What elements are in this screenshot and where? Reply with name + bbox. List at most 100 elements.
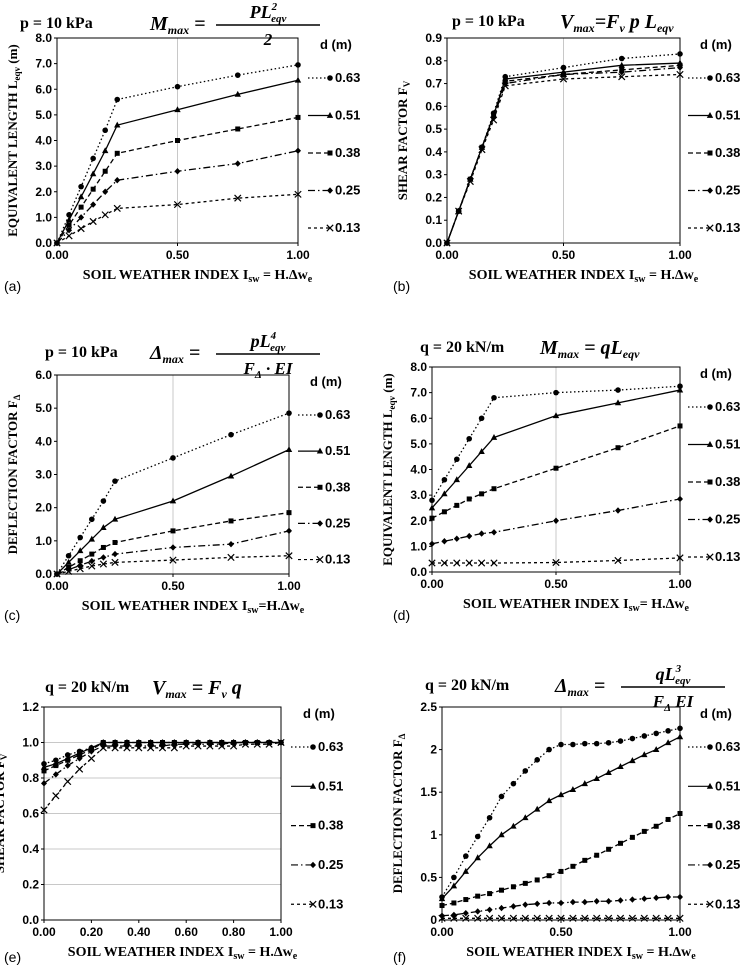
data-point <box>66 226 73 234</box>
legend-label: 0.38 <box>335 145 360 160</box>
formula-numerator: qL3 eqv <box>656 663 691 687</box>
data-point <box>112 478 118 484</box>
data-point <box>463 897 469 903</box>
data-point <box>462 909 469 917</box>
data-point <box>114 121 121 128</box>
legend-marker <box>707 744 713 750</box>
data-point <box>77 225 85 233</box>
x-axis-label-sub: sw <box>632 951 644 962</box>
legend-label: 0.63 <box>335 70 360 85</box>
data-point <box>676 914 684 922</box>
legend-marker <box>316 447 324 454</box>
data-point <box>629 735 636 742</box>
legend-marker <box>309 900 317 908</box>
formula-num-sub: eqv <box>271 13 286 25</box>
data-point <box>615 507 621 514</box>
formula-symbol: V <box>152 677 167 699</box>
legend-label: 0.51 <box>715 437 740 452</box>
data-point <box>87 754 96 763</box>
data-point <box>41 761 47 767</box>
data-point <box>294 190 302 198</box>
formula-equals: = <box>184 342 200 364</box>
series-line-0.63 <box>56 64 299 244</box>
y-tick-label: 0.3 <box>425 168 442 182</box>
y-tick-label: 1.5 <box>420 785 437 799</box>
legend-marker <box>706 553 714 561</box>
data-point <box>64 762 71 769</box>
data-point <box>569 898 576 906</box>
y-tick-label: 6.0 <box>410 411 427 425</box>
y-tick-label: 0.0 <box>410 565 427 579</box>
data-point <box>160 740 165 745</box>
data-point <box>52 771 59 778</box>
y-tick-label: 5.0 <box>35 401 52 415</box>
data-point <box>664 739 672 746</box>
panel-title: q = 20 kN/m <box>425 677 510 694</box>
y-tick-label: 0.4 <box>425 145 442 159</box>
data-point <box>474 833 481 840</box>
data-point <box>174 83 181 90</box>
data-point <box>77 547 84 554</box>
formula-den-sub: Δ <box>254 369 262 381</box>
formula: Mmax = qLeqv <box>539 337 640 361</box>
data-point <box>90 201 97 208</box>
data-point <box>474 908 481 915</box>
data-point <box>618 73 626 81</box>
x-axis-label-tail-sub: e <box>694 274 699 285</box>
data-point <box>466 462 473 469</box>
x-axis-label-sub: sw <box>247 605 259 616</box>
data-point <box>90 186 96 192</box>
data-point <box>664 914 672 922</box>
formula-num-main: qL <box>656 664 676 684</box>
data-point <box>64 567 73 575</box>
data-point <box>438 914 446 922</box>
data-point <box>581 914 589 922</box>
data-point <box>147 744 155 752</box>
data-point <box>286 410 292 416</box>
data-point <box>429 515 435 521</box>
x-axis-label-main: SOIL WEATHER INDEX I <box>68 945 234 960</box>
legend-marker <box>326 112 334 118</box>
chart-panel-f: 00.511.522.50.00 0.50 1.00d (m)0.630.510.3… <box>390 663 740 965</box>
data-point <box>135 744 143 752</box>
data-point <box>77 193 85 200</box>
formula-rest-sub: v <box>221 687 227 701</box>
data-point <box>498 904 505 912</box>
data-point <box>477 559 486 567</box>
data-point <box>100 498 107 504</box>
y-tick-label: 0.5 <box>420 870 437 884</box>
y-tick-label: 0.2 <box>425 190 442 204</box>
formula-tail: q <box>227 677 242 699</box>
legend-label: 0.25 <box>715 857 740 872</box>
legend-label: 0.63 <box>318 739 343 754</box>
x-tick-label: 0.50 <box>166 248 190 262</box>
data-point <box>558 868 564 874</box>
y-axis-label: DEFLECTION FACTOR FΔ <box>390 733 407 893</box>
formula-subscript: max <box>558 347 579 361</box>
y-tick-label: 8.0 <box>35 31 52 45</box>
data-point <box>487 891 493 897</box>
x-tick-label: 1.00 <box>269 925 293 939</box>
data-point <box>510 884 516 890</box>
legend-marker <box>327 75 333 81</box>
data-point <box>228 431 234 438</box>
x-tick-label: 0.20 <box>80 925 104 939</box>
legend-label: 0.63 <box>715 70 740 85</box>
data-point <box>558 741 564 748</box>
data-point <box>677 893 683 901</box>
data-point <box>135 742 142 750</box>
x-axis-label-tail-sub: e <box>308 274 313 285</box>
data-point <box>65 552 72 559</box>
y-tick-label: 1.0 <box>22 736 39 750</box>
x-tick-label: 0.00 <box>420 577 444 591</box>
formula-den-tail: EI <box>671 692 695 711</box>
x-tick-label: 1.00 <box>286 248 310 262</box>
data-point <box>169 497 177 504</box>
legend-label: 0.25 <box>335 183 360 198</box>
data-point <box>581 780 588 787</box>
formula-subscript: max <box>168 23 189 37</box>
data-point <box>479 491 485 497</box>
formula-equals: = <box>189 13 205 35</box>
formula-denominator: FΔ · EI <box>243 359 294 381</box>
data-point <box>534 900 541 908</box>
